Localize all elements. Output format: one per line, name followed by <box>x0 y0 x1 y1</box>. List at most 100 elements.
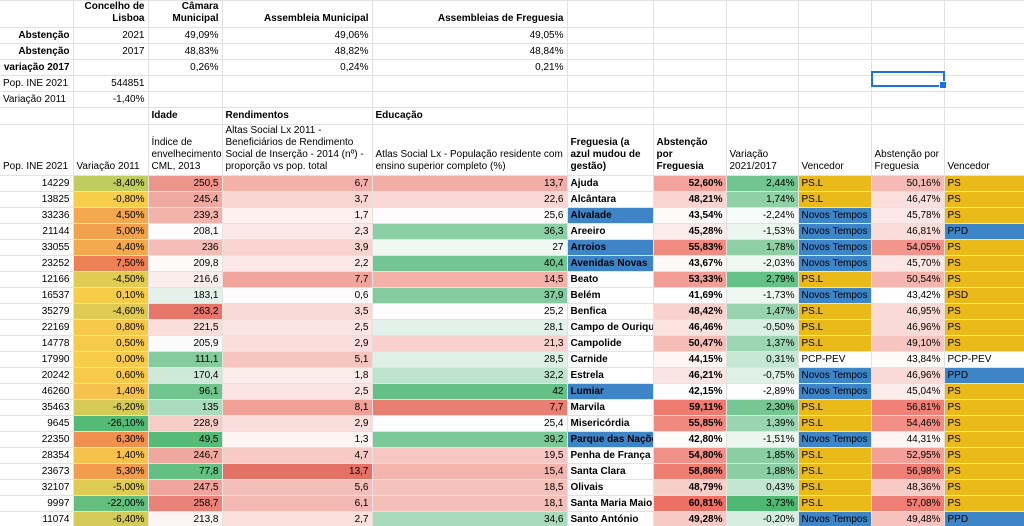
freguesia-name[interactable]: Lumiar <box>567 384 653 400</box>
summary-value[interactable]: 48,82% <box>222 44 372 60</box>
educacao-value[interactable]: 37,9 <box>372 288 567 304</box>
variacao-2021-2017-value[interactable]: 1,78% <box>726 240 798 256</box>
abstencao-2017-value[interactable]: 43,42% <box>871 288 944 304</box>
empty-cell[interactable] <box>567 60 653 76</box>
summary-value[interactable]: -1,40% <box>73 92 148 108</box>
empty-cell[interactable] <box>944 108 1024 125</box>
freguesia-name[interactable]: Alcântara <box>567 192 653 208</box>
abstencao-2017-value[interactable]: 56,81% <box>871 400 944 416</box>
empty-cell[interactable] <box>73 108 148 125</box>
pop-value[interactable]: 23252 <box>0 256 73 272</box>
rsi-value[interactable]: 8,1 <box>222 400 372 416</box>
abstencao-2021-value[interactable]: 50,47% <box>653 336 726 352</box>
educacao-value[interactable]: 34,6 <box>372 512 567 526</box>
educacao-value[interactable]: 19,5 <box>372 448 567 464</box>
summary-value[interactable] <box>148 76 222 92</box>
column-header[interactable]: Variação 2011 <box>73 125 148 176</box>
educacao-value[interactable]: 25,2 <box>372 304 567 320</box>
variacao-2021-2017-value[interactable]: -0,50% <box>726 320 798 336</box>
vencedor-2021-cell[interactable]: PS.L <box>798 320 871 336</box>
rsi-value[interactable]: 2,5 <box>222 384 372 400</box>
indice-envelhecimento-value[interactable]: 170,4 <box>148 368 222 384</box>
empty-cell[interactable] <box>798 108 871 125</box>
educacao-value[interactable]: 42 <box>372 384 567 400</box>
variacao-2011-value[interactable]: -22,00% <box>73 496 148 512</box>
empty-cell[interactable] <box>726 60 798 76</box>
freguesia-name[interactable]: Areeiro <box>567 224 653 240</box>
indice-envelhecimento-value[interactable]: 135 <box>148 400 222 416</box>
summary-value[interactable]: 2021 <box>73 28 148 44</box>
indice-envelhecimento-value[interactable]: 49,5 <box>148 432 222 448</box>
abstencao-2021-value[interactable]: 45,28% <box>653 224 726 240</box>
pop-value[interactable]: 14778 <box>0 336 73 352</box>
summary-value[interactable]: 0,26% <box>148 60 222 76</box>
vencedor-2021-cell[interactable]: Novos Tempos ( <box>798 208 871 224</box>
indice-envelhecimento-value[interactable]: 205,9 <box>148 336 222 352</box>
rsi-value[interactable]: 3,7 <box>222 192 372 208</box>
educacao-value[interactable]: 36,3 <box>372 224 567 240</box>
variacao-2011-value[interactable]: 0,10% <box>73 288 148 304</box>
rsi-value[interactable]: 3,5 <box>222 304 372 320</box>
abstencao-2021-value[interactable]: 46,21% <box>653 368 726 384</box>
vencedor-2021-cell[interactable]: PCP-PEV <box>798 352 871 368</box>
empty-cell[interactable] <box>726 28 798 44</box>
column-header[interactable]: Vencedor <box>944 125 1024 176</box>
variacao-2021-2017-value[interactable]: -1,73% <box>726 288 798 304</box>
abstencao-2017-value[interactable]: 50,16% <box>871 176 944 192</box>
freguesia-name[interactable]: Belém <box>567 288 653 304</box>
empty-cell[interactable] <box>944 28 1024 44</box>
educacao-value[interactable]: 22,6 <box>372 192 567 208</box>
empty-cell[interactable] <box>726 108 798 125</box>
abstencao-2021-value[interactable]: 59,11% <box>653 400 726 416</box>
rsi-value[interactable]: 2,2 <box>222 256 372 272</box>
abstencao-2017-value[interactable]: 45,04% <box>871 384 944 400</box>
empty-cell[interactable] <box>944 44 1024 60</box>
empty-cell[interactable] <box>871 28 944 44</box>
variacao-2011-value[interactable]: 0,50% <box>73 336 148 352</box>
empty-cell[interactable] <box>653 92 726 108</box>
variacao-2011-value[interactable]: -5,00% <box>73 480 148 496</box>
indice-envelhecimento-value[interactable]: 216,6 <box>148 272 222 288</box>
empty-cell[interactable] <box>726 76 798 92</box>
empty-cell[interactable] <box>871 108 944 125</box>
variacao-2021-2017-value[interactable]: -1,51% <box>726 432 798 448</box>
variacao-2021-2017-value[interactable]: -1,53% <box>726 224 798 240</box>
vencedor-2017-cell[interactable]: PPD <box>944 224 1024 240</box>
column-header[interactable]: Variação 2021/2017 <box>726 125 798 176</box>
vencedor-2017-cell[interactable]: PPD <box>944 512 1024 526</box>
column-header[interactable]: Freguesia (a azul mudou de gestão) <box>567 125 653 176</box>
variacao-2021-2017-value[interactable]: -2,24% <box>726 208 798 224</box>
rsi-value[interactable]: 5,1 <box>222 352 372 368</box>
pop-value[interactable]: 14229 <box>0 176 73 192</box>
pop-value[interactable]: 12166 <box>0 272 73 288</box>
variacao-2021-2017-value[interactable]: 0,31% <box>726 352 798 368</box>
empty-cell[interactable] <box>653 44 726 60</box>
variacao-2021-2017-value[interactable]: 1,39% <box>726 416 798 432</box>
vencedor-2021-cell[interactable]: PS.L <box>798 416 871 432</box>
educacao-value[interactable]: 25,4 <box>372 416 567 432</box>
rsi-value[interactable]: 2,9 <box>222 416 372 432</box>
variacao-2011-value[interactable]: 6,30% <box>73 432 148 448</box>
pop-value[interactable]: 32107 <box>0 480 73 496</box>
abstencao-2017-value[interactable]: 46,96% <box>871 368 944 384</box>
vencedor-2021-cell[interactable]: Novos Tempos ( <box>798 384 871 400</box>
rsi-value[interactable]: 2,5 <box>222 320 372 336</box>
educacao-value[interactable]: 28,5 <box>372 352 567 368</box>
variacao-2021-2017-value[interactable]: 2,30% <box>726 400 798 416</box>
abstencao-2021-value[interactable]: 42,15% <box>653 384 726 400</box>
abstencao-2017-value[interactable]: 54,46% <box>871 416 944 432</box>
vencedor-2017-cell[interactable]: PSD <box>944 288 1024 304</box>
summary-value[interactable]: 49,05% <box>372 28 567 44</box>
abstencao-2017-value[interactable]: 48,36% <box>871 480 944 496</box>
freguesia-name[interactable]: Olivais <box>567 480 653 496</box>
summary-row-label[interactable]: Variação 2011 <box>0 92 73 108</box>
abstencao-2017-value[interactable]: 56,98% <box>871 464 944 480</box>
pop-value[interactable]: 46260 <box>0 384 73 400</box>
freguesia-name[interactable]: Arroios <box>567 240 653 256</box>
freguesia-name[interactable]: Santo António <box>567 512 653 526</box>
variacao-2011-value[interactable]: 5,00% <box>73 224 148 240</box>
abstencao-2021-value[interactable]: 54,80% <box>653 448 726 464</box>
empty-cell[interactable] <box>944 76 1024 92</box>
empty-cell[interactable] <box>798 76 871 92</box>
rsi-value[interactable]: 2,7 <box>222 512 372 526</box>
